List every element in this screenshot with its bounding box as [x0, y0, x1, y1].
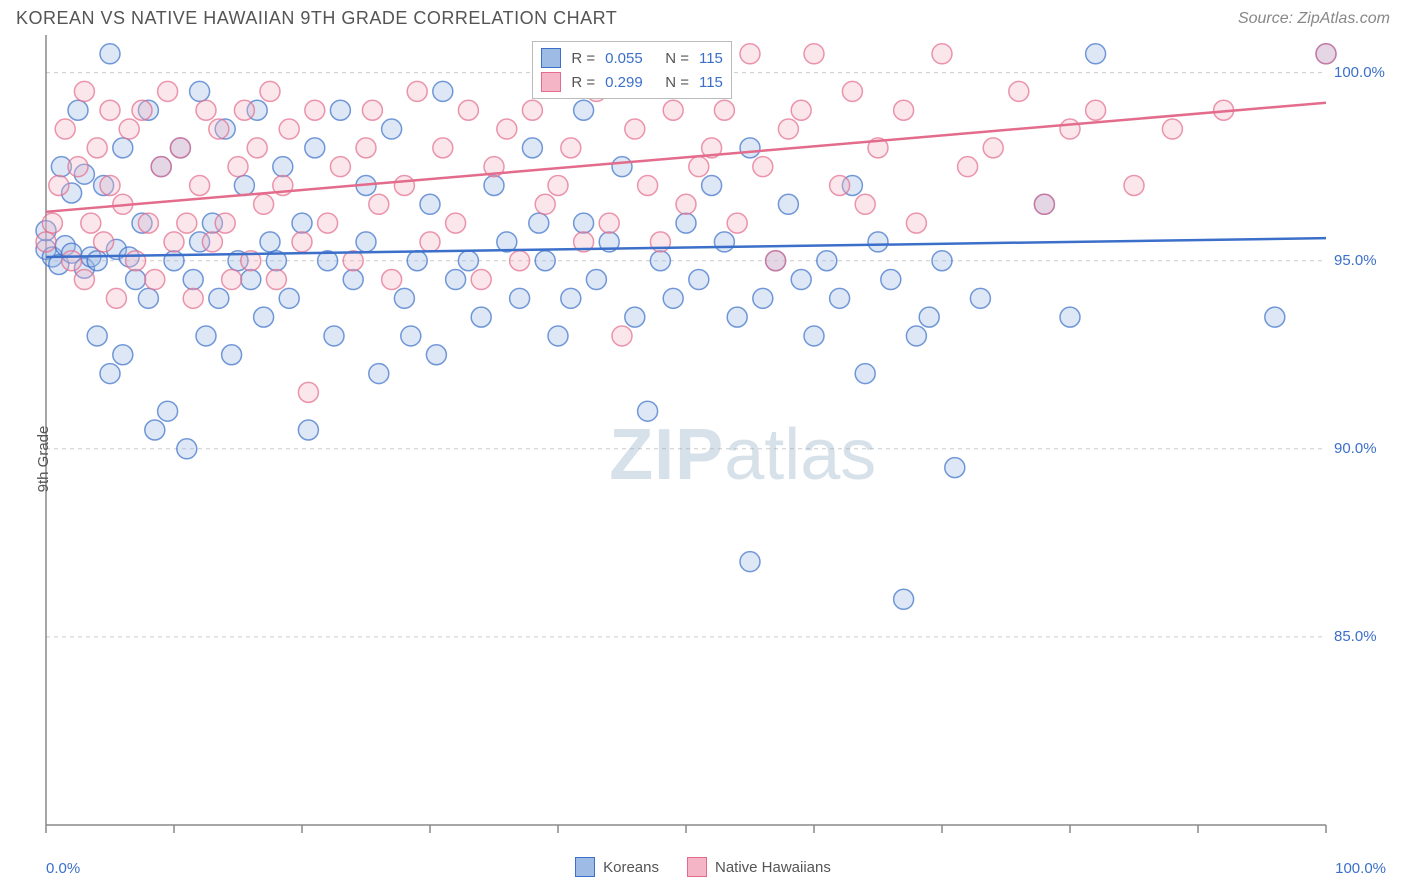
scatter-plot	[0, 35, 1406, 855]
series-legend-item: Koreans	[575, 857, 659, 877]
legend-swatch	[575, 857, 595, 877]
legend-r-value: 0.299	[605, 74, 643, 91]
legend-swatch	[541, 72, 561, 92]
legend-n-label: N =	[653, 74, 689, 91]
x-axis-max-label: 100.0%	[1335, 860, 1386, 877]
legend-n-value: 115	[699, 50, 723, 67]
series-legend-label: Koreans	[603, 859, 659, 876]
legend-swatch	[541, 48, 561, 68]
legend-row: R = 0.299 N = 115	[541, 70, 723, 94]
chart-title: KOREAN VS NATIVE HAWAIIAN 9TH GRADE CORR…	[16, 8, 617, 29]
y-axis-label: 9th Grade	[35, 426, 52, 493]
legend-n-label: N =	[653, 50, 689, 67]
chart-area: 9th Grade 85.0%90.0%95.0%100.0% ZIPatlas…	[0, 35, 1406, 883]
y-tick-label: 85.0%	[1334, 628, 1377, 645]
y-tick-label: 90.0%	[1334, 440, 1377, 457]
legend-swatch	[687, 857, 707, 877]
legend-r-label: R =	[571, 74, 595, 91]
series-legend: Koreans Native Hawaiians	[0, 857, 1406, 877]
legend-r-label: R =	[571, 50, 595, 67]
y-tick-label: 95.0%	[1334, 252, 1377, 269]
x-axis-min-label: 0.0%	[46, 860, 80, 877]
y-tick-label: 100.0%	[1334, 64, 1385, 81]
chart-header: KOREAN VS NATIVE HAWAIIAN 9TH GRADE CORR…	[0, 0, 1406, 35]
legend-n-value: 115	[699, 74, 723, 91]
series-legend-label: Native Hawaiians	[715, 859, 831, 876]
legend-r-value: 0.055	[605, 50, 643, 67]
series-legend-item: Native Hawaiians	[687, 857, 831, 877]
chart-source: Source: ZipAtlas.com	[1238, 10, 1390, 28]
legend-row: R = 0.055 N = 115	[541, 46, 723, 70]
correlation-legend: R = 0.055 N = 115R = 0.299 N = 115	[532, 41, 732, 99]
